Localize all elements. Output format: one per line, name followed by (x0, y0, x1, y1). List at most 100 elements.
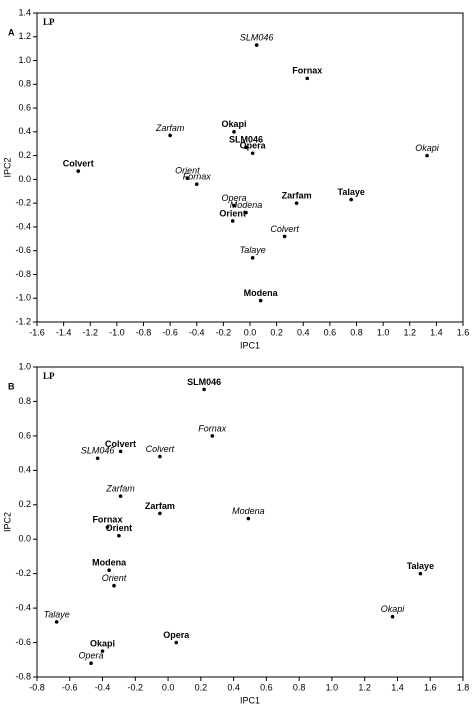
point (168, 133, 172, 138)
panel-label: B (8, 381, 15, 391)
point (250, 256, 255, 260)
point (244, 210, 248, 215)
y-tick-label: 0.6 (18, 430, 31, 440)
annotation: LP (43, 17, 55, 27)
plot-frame (36, 12, 464, 323)
point (105, 525, 110, 529)
x-tick-label: 0.0 (244, 327, 257, 337)
point (118, 449, 123, 454)
x-axis-label: IPC1 (240, 340, 260, 350)
x-tick-label: -1.0 (109, 327, 125, 337)
point (425, 153, 429, 158)
point (194, 182, 199, 186)
point-label: SLM046 (187, 377, 221, 387)
x-tick-label: -0.6 (162, 327, 178, 337)
point-label: Zarfam (282, 191, 312, 201)
y-tick-label: -0.2 (15, 568, 31, 578)
point (390, 614, 395, 619)
point-label: Talaye (337, 187, 364, 197)
point-label: Okapi (415, 143, 440, 153)
y-tick-label: 0.4 (18, 126, 31, 136)
x-tick-label: 1.0 (326, 682, 339, 692)
panel-label: A (8, 27, 15, 37)
x-tick-label: 0.8 (293, 682, 306, 692)
point-label: Okapi (222, 119, 247, 129)
point-label: Modena (92, 558, 127, 568)
point (246, 516, 251, 521)
y-tick-label: 1.4 (18, 7, 31, 17)
y-tick-label: 0.0 (18, 534, 31, 544)
y-tick-label: 0.8 (18, 79, 31, 89)
y-tick-label: 1.0 (18, 55, 31, 65)
point (112, 583, 116, 588)
point (232, 203, 236, 208)
point (117, 533, 121, 538)
y-tick-label: 1.0 (18, 361, 31, 371)
point-label: Fornax (292, 66, 322, 76)
point (418, 571, 423, 576)
point (95, 456, 100, 461)
x-tick-label: 0.2 (270, 327, 283, 337)
y-tick-label: -0.2 (15, 198, 31, 208)
point-label: SLM046 (81, 446, 115, 456)
point-label: Fornax (92, 515, 122, 525)
x-tick-label: -0.8 (29, 682, 45, 692)
x-tick-label: 0.2 (195, 682, 208, 692)
point-label: Talaye (44, 609, 70, 619)
point-label: SLM046 (229, 135, 263, 145)
point (349, 197, 353, 202)
x-tick-label: 1.8 (457, 682, 470, 692)
point-label: Fornax (183, 172, 212, 182)
point-label: Colvert (105, 439, 136, 449)
point-label: Opera (79, 651, 104, 661)
x-tick-label: 0.0 (162, 682, 175, 692)
y-tick-label: -0.4 (15, 221, 31, 231)
point-label: Colvert (146, 444, 175, 454)
point (230, 219, 235, 223)
x-tick-label: 1.6 (424, 682, 437, 692)
point-label: Zarfam (105, 484, 135, 494)
y-tick-label: -0.6 (15, 637, 31, 647)
point (232, 130, 236, 134)
x-tick-label: 0.8 (350, 327, 363, 337)
y-axis-label: IPC2 (2, 512, 12, 532)
point (76, 169, 81, 173)
point (282, 234, 287, 239)
point (54, 620, 59, 624)
point-label: Okapi (90, 639, 115, 649)
point (254, 43, 259, 47)
y-tick-label: 0.8 (18, 396, 31, 406)
x-tick-label: -0.8 (136, 327, 152, 337)
point-label: Opera (163, 630, 190, 640)
point (185, 176, 190, 180)
x-tick-label: -0.4 (189, 327, 205, 337)
point-label: Orient (106, 523, 133, 533)
point-label: Colvert (63, 158, 94, 168)
y-tick-label: 1.2 (18, 31, 31, 41)
y-tick-label: 0.4 (18, 465, 31, 475)
point-label: Talaye (407, 561, 434, 571)
y-tick-label: 0.6 (18, 102, 31, 112)
y-tick-label: -0.8 (15, 671, 31, 681)
y-tick-label: 0.2 (18, 150, 31, 160)
point-label: Orient (219, 208, 246, 218)
x-tick-label: 0.4 (227, 682, 240, 692)
y-tick-label: 0.2 (18, 499, 31, 509)
y-tick-label: -0.4 (15, 602, 31, 612)
y-tick-label: -0.6 (15, 245, 31, 255)
point (202, 387, 206, 392)
point (158, 511, 162, 516)
point (107, 568, 111, 573)
point-label: Opera (222, 193, 247, 203)
y-axis-label: IPC2 (2, 157, 12, 177)
point-label: Modena (230, 200, 263, 210)
x-tick-label: -1.4 (56, 327, 72, 337)
point (294, 201, 299, 205)
x-tick-label: 1.2 (403, 327, 416, 337)
point (174, 640, 179, 645)
x-tick-label: 1.6 (457, 327, 470, 337)
point-label: Modena (244, 288, 279, 298)
y-tick-label: -1.2 (15, 316, 31, 326)
x-tick-label: 0.6 (324, 327, 337, 337)
